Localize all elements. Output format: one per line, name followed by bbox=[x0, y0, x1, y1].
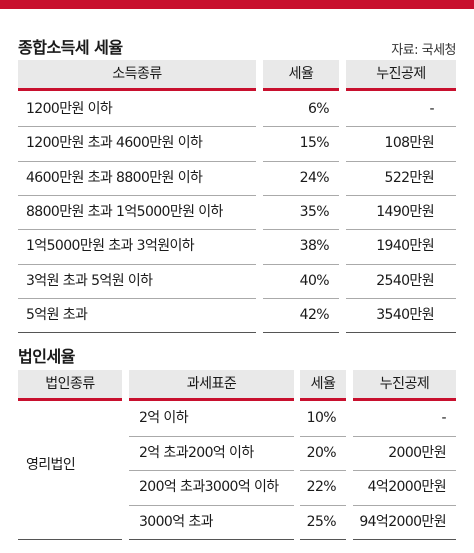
row-divider bbox=[300, 470, 346, 471]
row-divider bbox=[129, 504, 294, 506]
corp-row-rate: 20% bbox=[306, 444, 337, 461]
row-divider bbox=[18, 332, 256, 334]
income-row-deduction: 2540만원 bbox=[376, 272, 434, 289]
row-divider bbox=[18, 229, 256, 231]
row-divider bbox=[353, 504, 456, 506]
corp-row-rate: 10% bbox=[306, 410, 337, 426]
income-row-type: 3억원 초과 5억원 이하 bbox=[26, 272, 153, 289]
corp-header-type: 법인종류 bbox=[18, 370, 122, 398]
row-divider bbox=[129, 539, 294, 540]
corp-row-base: 200억 초과3000억 이하 bbox=[139, 479, 279, 495]
row-divider bbox=[129, 470, 294, 471]
income-row-rate: 6% bbox=[307, 101, 330, 117]
corp-row-rate: 22% bbox=[306, 479, 337, 495]
income-row-type: 8800만원 초과 1억5000만원 이하 bbox=[26, 203, 223, 220]
corporate-tax-title: 법인세율 bbox=[18, 347, 75, 366]
corp-header-underline bbox=[18, 398, 122, 401]
corp-header-underline bbox=[300, 398, 346, 401]
income-header-underline bbox=[18, 88, 256, 91]
income-row-deduction: 1940만원 bbox=[376, 238, 434, 255]
row-divider bbox=[300, 435, 346, 437]
row-divider bbox=[18, 263, 256, 265]
row-divider bbox=[353, 539, 456, 540]
income-row-type: 1억5000만원 초과 3억원이하 bbox=[26, 238, 195, 255]
income-row-type: 5억원 초과 bbox=[26, 306, 88, 323]
corp-header-underline bbox=[353, 398, 456, 401]
row-divider bbox=[346, 229, 456, 231]
row-divider bbox=[18, 194, 256, 196]
income-row-rate: 15% bbox=[299, 135, 330, 152]
income-row-deduction: 522만원 bbox=[384, 169, 435, 186]
row-divider bbox=[129, 435, 294, 437]
income-row-rate: 35% bbox=[299, 203, 330, 220]
income-row-rate: 40% bbox=[299, 272, 330, 289]
income-row-rate: 24% bbox=[299, 169, 330, 186]
corp-header-rate: 세율 bbox=[300, 370, 346, 398]
income-row-rate: 38% bbox=[299, 238, 330, 255]
income-tax-title: 종합소득세 세율 bbox=[18, 38, 123, 57]
corp-row-rate: 25% bbox=[306, 513, 337, 530]
corp-header-underline bbox=[129, 398, 294, 401]
income-row-type: 1200만원 초과 4600만원 이하 bbox=[26, 135, 203, 152]
corp-row-base: 3000억 초과 bbox=[139, 513, 214, 530]
row-divider bbox=[346, 263, 456, 265]
row-divider bbox=[263, 263, 339, 265]
corp-category-label: 영리법인 bbox=[26, 457, 76, 473]
row-divider bbox=[263, 229, 339, 231]
income-row-type: 1200만원 이하 bbox=[26, 101, 113, 117]
row-divider bbox=[346, 297, 456, 299]
row-divider bbox=[300, 504, 346, 506]
row-divider bbox=[346, 332, 456, 334]
income-header-underline bbox=[346, 88, 456, 91]
row-divider bbox=[353, 470, 456, 471]
corp-row-deduction: 2000만원 bbox=[388, 444, 446, 461]
income-header-type: 소득종류 bbox=[18, 60, 256, 88]
row-divider bbox=[263, 297, 339, 299]
corp-row-deduction: 4억2000만원 bbox=[367, 479, 447, 495]
corp-row-base: 2억 이하 bbox=[139, 410, 189, 426]
income-row-rate: 42% bbox=[299, 306, 330, 323]
row-divider bbox=[346, 160, 456, 162]
row-divider bbox=[18, 126, 256, 128]
row-divider bbox=[300, 539, 346, 540]
source-label: 자료: 국세청 bbox=[391, 43, 456, 58]
corp-row-deduction: 94억2000만원 bbox=[359, 513, 446, 530]
income-header-rate: 세율 bbox=[263, 60, 339, 88]
row-divider bbox=[263, 126, 339, 128]
income-header-underline bbox=[263, 88, 339, 91]
income-row-deduction: - bbox=[429, 101, 435, 117]
row-divider bbox=[353, 435, 456, 437]
income-row-deduction: 1490만원 bbox=[376, 203, 434, 220]
row-divider bbox=[18, 297, 256, 299]
row-divider bbox=[263, 194, 339, 196]
row-divider bbox=[18, 539, 122, 540]
corp-header-deduction: 누진공제 bbox=[353, 370, 456, 398]
corp-row-deduction: - bbox=[441, 410, 447, 426]
row-divider bbox=[263, 160, 339, 162]
corp-header-base: 과세표준 bbox=[129, 370, 294, 398]
income-row-deduction: 3540만원 bbox=[376, 306, 434, 323]
corp-row-base: 2억 초과200억 이하 bbox=[139, 444, 254, 461]
row-divider bbox=[346, 126, 456, 128]
income-row-deduction: 108만원 bbox=[384, 135, 435, 152]
top-accent-bar bbox=[0, 0, 474, 9]
income-header-deduction: 누진공제 bbox=[346, 60, 456, 88]
row-divider bbox=[263, 332, 339, 334]
row-divider bbox=[18, 160, 256, 162]
row-divider bbox=[346, 194, 456, 196]
income-row-type: 4600만원 초과 8800만원 이하 bbox=[26, 169, 203, 186]
